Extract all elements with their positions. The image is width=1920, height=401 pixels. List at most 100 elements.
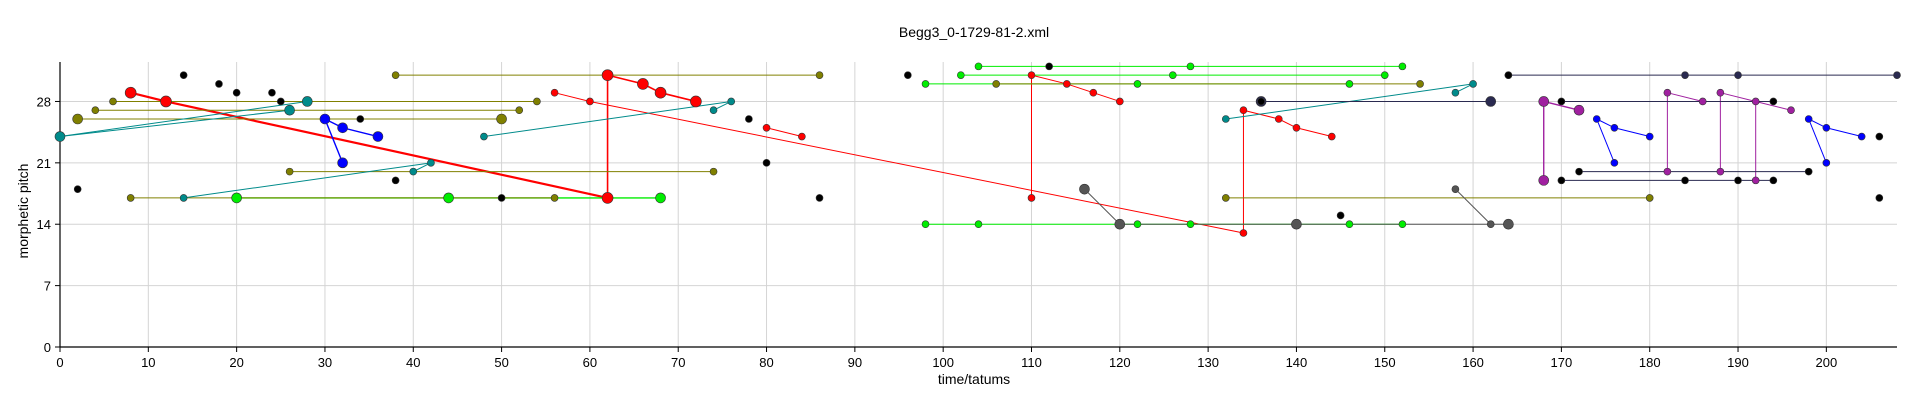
- data-point: [1451, 88, 1460, 97]
- data-point: [1857, 132, 1866, 141]
- data-point: [496, 113, 507, 125]
- x-tick-label: 170: [1551, 355, 1573, 370]
- data-point: [637, 78, 649, 90]
- data-points: [54, 62, 1901, 237]
- data-point: [1769, 176, 1778, 185]
- data-point: [301, 96, 313, 107]
- data-point: [550, 88, 559, 97]
- x-tick-label: 50: [494, 355, 508, 370]
- data-point: [1575, 167, 1583, 176]
- data-point: [709, 167, 718, 176]
- data-point: [1503, 218, 1514, 230]
- data-point: [337, 122, 348, 134]
- data-point: [1698, 97, 1707, 106]
- y-axis-label: morphetic pitch: [15, 164, 31, 259]
- data-point: [1645, 132, 1654, 141]
- data-point: [372, 131, 384, 142]
- data-point: [1716, 88, 1725, 97]
- data-point: [1291, 218, 1302, 230]
- data-point: [268, 88, 276, 97]
- data-point: [1681, 71, 1689, 79]
- data-point: [1274, 115, 1283, 123]
- x-tick-label: 180: [1639, 355, 1661, 370]
- y-tick-label: 28: [37, 94, 51, 109]
- data-point: [1663, 167, 1672, 176]
- y-tick-label: 14: [37, 217, 51, 232]
- data-point: [1875, 194, 1884, 202]
- data-point: [409, 167, 418, 176]
- data-point: [727, 97, 736, 106]
- data-point: [480, 132, 488, 141]
- y-tick-label: 21: [37, 156, 51, 171]
- data-point: [1875, 132, 1884, 141]
- data-point: [798, 132, 806, 141]
- x-tick-label: 20: [229, 355, 243, 370]
- data-point: [1822, 123, 1831, 132]
- series-line: [1031, 74, 1120, 102]
- data-point: [815, 194, 824, 202]
- data-point: [709, 106, 718, 115]
- data-point: [391, 176, 400, 185]
- series-line: [1455, 188, 1492, 225]
- data-point: [1221, 115, 1230, 123]
- data-point: [232, 88, 241, 97]
- data-point: [1221, 194, 1230, 202]
- data-point: [1114, 218, 1126, 230]
- data-point: [1380, 71, 1389, 79]
- series-line: [1084, 188, 1121, 225]
- x-axis-label: time/tatums: [938, 371, 1010, 387]
- x-tick-label: 40: [406, 355, 420, 370]
- data-point: [1486, 220, 1495, 229]
- data-point: [1538, 96, 1550, 107]
- y-tick-label: 0: [44, 340, 51, 355]
- chart-title: Begg3_0-1729-81-2.xml: [899, 24, 1049, 40]
- series-line: [324, 118, 344, 164]
- data-point: [1186, 220, 1195, 229]
- data-point: [319, 113, 331, 125]
- data-point: [1734, 71, 1742, 79]
- data-point: [1751, 176, 1760, 185]
- data-point: [654, 86, 667, 99]
- series-line: [324, 118, 379, 138]
- x-tick-label: 150: [1374, 355, 1396, 370]
- data-point: [1469, 80, 1477, 88]
- data-point: [904, 71, 912, 79]
- series-line: [1543, 100, 1580, 111]
- data-point: [921, 80, 930, 88]
- data-point: [1089, 88, 1098, 97]
- x-tick-label: 190: [1727, 355, 1749, 370]
- data-point: [160, 95, 172, 108]
- data-point: [109, 97, 117, 106]
- data-point: [1398, 62, 1407, 71]
- data-point: [1045, 62, 1053, 71]
- data-point: [515, 106, 524, 115]
- data-point: [1416, 80, 1424, 88]
- data-point: [54, 131, 66, 142]
- data-point: [1716, 167, 1725, 176]
- data-point: [231, 192, 242, 204]
- data-point: [276, 97, 285, 106]
- data-point: [533, 97, 541, 106]
- data-point: [284, 104, 295, 116]
- data-point: [974, 220, 983, 229]
- x-tick-label: 0: [56, 355, 63, 370]
- data-point: [1610, 159, 1619, 167]
- data-point: [1769, 97, 1778, 106]
- x-tick-label: 130: [1197, 355, 1219, 370]
- data-point: [1027, 71, 1036, 79]
- data-point: [550, 194, 559, 202]
- x-tick-label: 90: [848, 355, 862, 370]
- series-line: [59, 109, 290, 138]
- data-point: [1336, 211, 1345, 220]
- x-tick-label: 140: [1286, 355, 1308, 370]
- data-point: [1557, 176, 1566, 185]
- data-point: [91, 106, 100, 115]
- data-point: [1804, 115, 1813, 123]
- data-point: [1734, 176, 1742, 185]
- y-tick-label: 7: [44, 279, 51, 294]
- data-point: [1257, 97, 1265, 106]
- series-line: [183, 162, 432, 199]
- series-lines: [59, 65, 1897, 234]
- data-point: [124, 86, 137, 99]
- data-point: [1504, 71, 1513, 79]
